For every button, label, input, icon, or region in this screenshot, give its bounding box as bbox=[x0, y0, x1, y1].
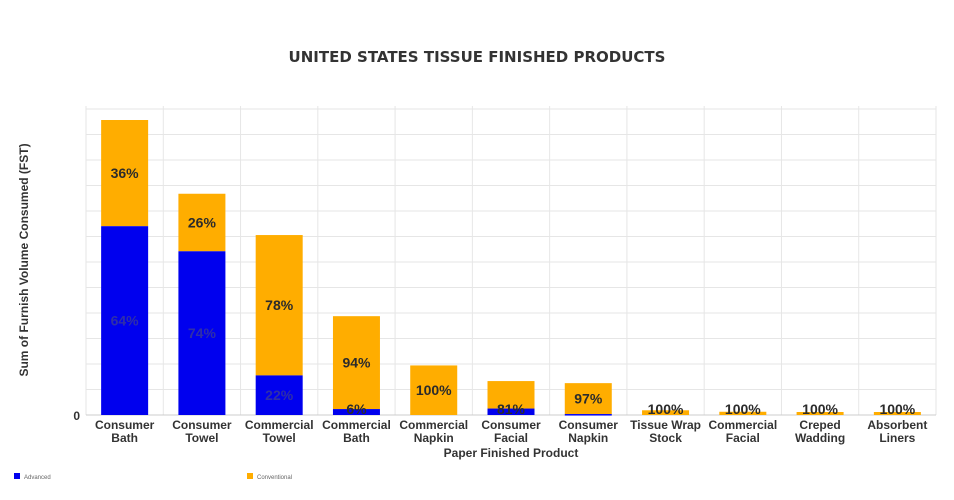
bar-advanced-6 bbox=[564, 414, 612, 416]
x-tick-label: Liners bbox=[879, 431, 915, 445]
data-label-conventional-7: 100% bbox=[648, 401, 684, 417]
x-tick-label: Commercial bbox=[708, 418, 777, 432]
x-tick-label: Wadding bbox=[795, 431, 845, 445]
data-label-conventional-1: 26% bbox=[188, 215, 217, 231]
data-label-conventional-9: 100% bbox=[802, 401, 838, 417]
segment-labels: 36% 64% 26% 74% 78% 22% 94% 6% 100% 81% 97% 100% 100… bbox=[111, 165, 916, 417]
bar-conventional-8 bbox=[719, 411, 767, 415]
bar-conventional-0 bbox=[101, 120, 149, 227]
x-tick-label: Commercial bbox=[245, 418, 314, 432]
data-label-conventional-10: 100% bbox=[879, 401, 915, 417]
x-tick-label: Towel bbox=[263, 431, 296, 445]
bar-conventional-2 bbox=[255, 235, 303, 376]
x-tick-label: Consumer bbox=[481, 418, 541, 432]
x-tick-label: Consumer bbox=[559, 418, 619, 432]
x-tick-label: Consumer bbox=[172, 418, 232, 432]
x-axis-ticks: ConsumerBathConsumerTowelCommercialTowel… bbox=[95, 418, 927, 445]
legend-swatch-advanced bbox=[14, 473, 20, 479]
x-tick-label: Napkin bbox=[568, 431, 608, 445]
x-tick-label: Bath bbox=[343, 431, 370, 445]
x-tick-label: Commercial bbox=[322, 418, 391, 432]
bar-advanced-5 bbox=[487, 408, 535, 415]
bar-advanced-1 bbox=[178, 251, 226, 415]
legend-label-advanced: Advanced bbox=[24, 475, 51, 481]
x-tick-label: Consumer bbox=[95, 418, 155, 432]
legend-label-conventional: Conventional bbox=[257, 475, 292, 481]
data-label-advanced-0: 64% bbox=[111, 313, 140, 329]
bar-conventional-5 bbox=[487, 381, 535, 409]
y-axis-title: Sum of Furnish Volume Consumed (FST) bbox=[17, 143, 31, 376]
data-label-conventional-2: 78% bbox=[265, 297, 294, 313]
data-label-conventional-0: 36% bbox=[111, 165, 140, 181]
x-axis-title: Paper Finished Product bbox=[444, 446, 579, 460]
legend: Advanced Conventional bbox=[14, 473, 292, 481]
x-tick-label: Creped bbox=[799, 418, 840, 432]
bars bbox=[101, 120, 921, 416]
bar-conventional-4 bbox=[410, 365, 458, 415]
x-tick-label: Napkin bbox=[414, 431, 454, 445]
x-tick-label: Towel bbox=[185, 431, 218, 445]
data-label-conventional-6: 97% bbox=[574, 391, 603, 407]
data-label-conventional-5: 81% bbox=[497, 401, 526, 417]
bar-conventional-6 bbox=[564, 383, 612, 415]
data-label-conventional-8: 100% bbox=[725, 401, 761, 417]
x-tick-label: Facial bbox=[726, 431, 760, 445]
bar-conventional-1 bbox=[178, 193, 226, 252]
data-label-conventional-3: 94% bbox=[342, 355, 371, 371]
data-label-advanced-1: 74% bbox=[188, 325, 217, 341]
chart-title: UNITED STATES TISSUE FINISHED PRODUCTS bbox=[289, 48, 666, 66]
bar-conventional-10 bbox=[873, 412, 921, 415]
data-label-advanced-2: 22% bbox=[265, 387, 294, 403]
x-tick-label: Tissue Wrap bbox=[630, 418, 701, 432]
bar-conventional-9 bbox=[796, 412, 844, 415]
x-tick-label: Facial bbox=[494, 431, 528, 445]
data-label-advanced-3: 6% bbox=[346, 401, 367, 417]
bar-advanced-3 bbox=[332, 409, 380, 415]
data-label-conventional-4: 100% bbox=[416, 382, 452, 398]
x-tick-label: Bath bbox=[111, 431, 138, 445]
y-tick-label: 0 bbox=[73, 409, 80, 423]
x-tick-label: Absorbent bbox=[867, 418, 927, 432]
x-tick-label: Commercial bbox=[399, 418, 468, 432]
bar-advanced-2 bbox=[255, 375, 303, 415]
x-tick-label: Stock bbox=[649, 431, 682, 445]
legend-swatch-conventional bbox=[247, 473, 253, 479]
bar-conventional-7 bbox=[642, 410, 690, 415]
bar-advanced-0 bbox=[101, 226, 149, 415]
bar-conventional-3 bbox=[332, 316, 380, 410]
